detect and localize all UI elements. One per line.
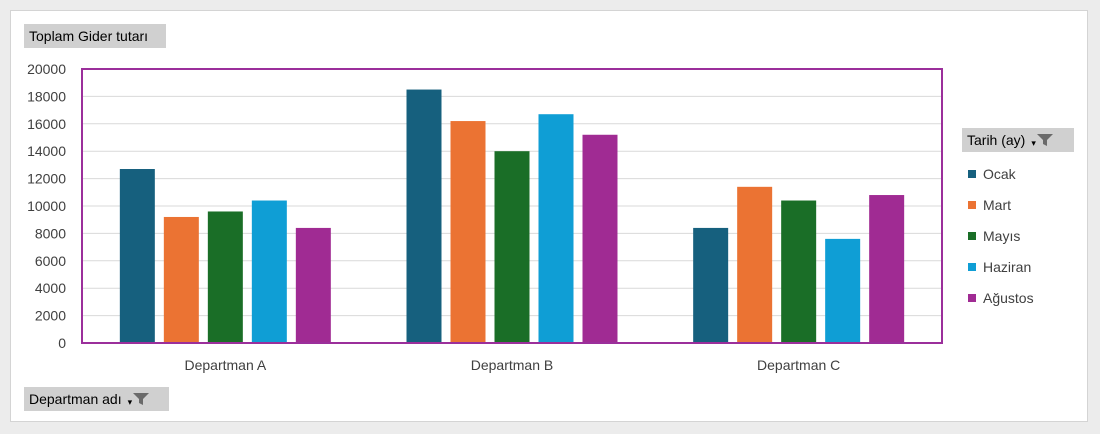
- bar: [450, 121, 486, 343]
- axis-field-label: Departman adı: [29, 391, 122, 407]
- bar: [538, 114, 574, 344]
- legend-label: Ağustos: [983, 289, 1034, 306]
- legend-item-mayis[interactable]: Mayıs: [960, 220, 1080, 251]
- y-tick-label: 6000: [35, 253, 66, 269]
- y-tick-label: 14000: [27, 143, 66, 159]
- bar: [295, 227, 331, 343]
- y-tick-label: 8000: [35, 225, 66, 241]
- legend-item-mart[interactable]: Mart: [960, 189, 1080, 220]
- plot-area-border: [81, 68, 943, 344]
- y-tick-label: 18000: [27, 88, 66, 104]
- legend: Ocak Mart Mayıs Haziran Ağustos: [960, 158, 1080, 313]
- y-tick-label: 12000: [27, 171, 66, 187]
- bar: [869, 195, 905, 343]
- filter-funnel-icon: [133, 393, 150, 405]
- bar: [406, 89, 442, 343]
- legend-swatch: [968, 169, 976, 178]
- dropdown-arrow-icon: ▾: [1031, 137, 1036, 148]
- legend-swatch: [968, 231, 976, 240]
- legend-item-ocak[interactable]: Ocak: [960, 158, 1080, 189]
- legend-swatch: [968, 262, 976, 271]
- bar: [207, 211, 243, 343]
- bar: [494, 151, 530, 343]
- dropdown-arrow-icon: ▾: [127, 396, 133, 407]
- legend-item-haziran[interactable]: Haziran: [960, 251, 1080, 282]
- legend-field-label: Tarih (ay): [967, 132, 1026, 148]
- value-field-button[interactable]: Toplam Gider tutarı: [24, 24, 166, 48]
- bar: [781, 200, 817, 343]
- y-tick-label: 10000: [27, 198, 66, 214]
- bar: [582, 134, 618, 343]
- legend-label: Ocak: [983, 165, 1016, 182]
- bar: [251, 200, 287, 343]
- bar: [693, 227, 729, 343]
- legend-field-button[interactable]: Tarih (ay) ▾: [962, 128, 1074, 152]
- legend-swatch: [968, 293, 976, 302]
- y-tick-label: 2000: [35, 308, 66, 324]
- legend-label: Mart: [983, 196, 1011, 213]
- x-category-label: Departman A: [184, 357, 266, 373]
- value-field-label: Toplam Gider tutarı: [29, 28, 149, 44]
- bar: [163, 216, 199, 343]
- y-tick-label: 20000: [27, 61, 66, 77]
- legend-label: Haziran: [983, 258, 1032, 275]
- legend-item-agustos[interactable]: Ağustos: [960, 282, 1080, 313]
- legend-label: Mayıs: [983, 227, 1021, 244]
- bar: [825, 238, 861, 343]
- y-tick-label: 0: [58, 335, 66, 351]
- y-tick-label: 16000: [27, 116, 66, 132]
- bar: [119, 169, 155, 343]
- axis-field-filter[interactable]: ▾: [128, 392, 150, 406]
- bar: [737, 186, 773, 343]
- x-category-label: Departman C: [757, 357, 840, 373]
- legend-field-filter[interactable]: ▾: [1031, 133, 1053, 147]
- legend-swatch: [968, 200, 976, 209]
- x-category-label: Departman B: [471, 357, 553, 373]
- y-tick-label: 4000: [35, 280, 66, 296]
- axis-field-button[interactable]: Departman adı ▾: [24, 387, 169, 411]
- filter-funnel-icon: [1036, 134, 1053, 146]
